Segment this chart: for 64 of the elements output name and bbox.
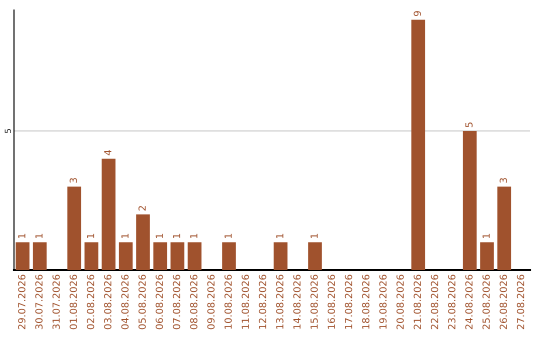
x-tick-label: 15.08.2026 (310, 274, 318, 329)
bar (274, 242, 288, 270)
data-label: 1 (190, 234, 198, 238)
bar (118, 242, 133, 270)
x-tick-label: 13.08.2026 (276, 274, 284, 329)
x-tick-label: 05.08.2026 (138, 274, 146, 330)
x-tick-label: 11.08.2026 (242, 274, 250, 329)
x-tick-label: 06.08.2026 (156, 274, 164, 330)
data-label: 9 (414, 11, 422, 16)
x-tick-label: 29.07.2026 (18, 274, 26, 330)
bar (84, 242, 98, 270)
data-label: 1 (18, 234, 26, 238)
data-label: 1 (156, 234, 163, 238)
x-tick-label: 09.08.2026 (207, 274, 215, 330)
x-tick-label: 21.08.2026 (414, 274, 422, 330)
data-label: 1 (482, 234, 490, 238)
x-tick-label: 25.08.2026 (482, 274, 490, 330)
x-tick-label: 16.08.2026 (328, 274, 336, 329)
x-tick-label: 08.08.2026 (190, 274, 198, 330)
x-tick-label: 22.08.2026 (430, 274, 438, 330)
x-tick-label: 26.08.2026 (500, 274, 508, 330)
bar (462, 130, 477, 270)
data-label: 1 (276, 234, 284, 238)
data-label: 1 (35, 234, 42, 238)
data-label: 1 (86, 234, 94, 238)
x-tick-label: 31.07.2026 (52, 274, 60, 330)
x-tick-label: 03.08.2026 (104, 274, 112, 330)
bar (480, 242, 494, 270)
bar (411, 20, 426, 270)
x-tick-label: 07.08.2026 (172, 274, 180, 330)
x-tick-label: 23.08.2026 (448, 274, 456, 330)
bar (67, 186, 82, 270)
x-tick-label: 02.08.2026 (86, 274, 94, 330)
x-tick-label: 19.08.2026 (379, 274, 387, 329)
x-tick-label: 30.07.2026 (35, 274, 43, 330)
x-tick-label: 14.08.2026 (293, 274, 301, 329)
data-label: 1 (310, 234, 318, 238)
bar (153, 242, 168, 270)
bar (170, 242, 184, 270)
x-tick-label: 27.08.2026 (516, 274, 524, 330)
x-tick-label: 20.08.2026 (396, 274, 404, 330)
data-label: 1 (224, 234, 232, 238)
bar (32, 242, 47, 270)
x-tick-label: 18.08.2026 (362, 274, 370, 329)
bar (16, 242, 30, 270)
data-label: 3 (70, 178, 78, 183)
data-label: 1 (121, 234, 128, 238)
data-label: 2 (138, 206, 146, 211)
data-label: 1 (172, 234, 180, 238)
x-tick-label: 12.08.2026 (258, 274, 266, 329)
data-label: 3 (500, 178, 508, 183)
data-label: 5 (465, 122, 473, 128)
x-tick-label: 01.08.2026 (70, 274, 78, 330)
bar (136, 214, 150, 270)
bar (188, 242, 202, 270)
x-tick-label: 17.08.2026 (344, 274, 352, 329)
x-tick-label: 10.08.2026 (224, 274, 232, 329)
bar (222, 242, 236, 270)
bar (102, 158, 116, 270)
x-tick-label: 04.08.2026 (121, 274, 129, 330)
data-label: 4 (104, 150, 112, 156)
x-tick-label: 24.08.2026 (465, 274, 473, 330)
bar (308, 242, 322, 270)
bar (497, 186, 512, 270)
